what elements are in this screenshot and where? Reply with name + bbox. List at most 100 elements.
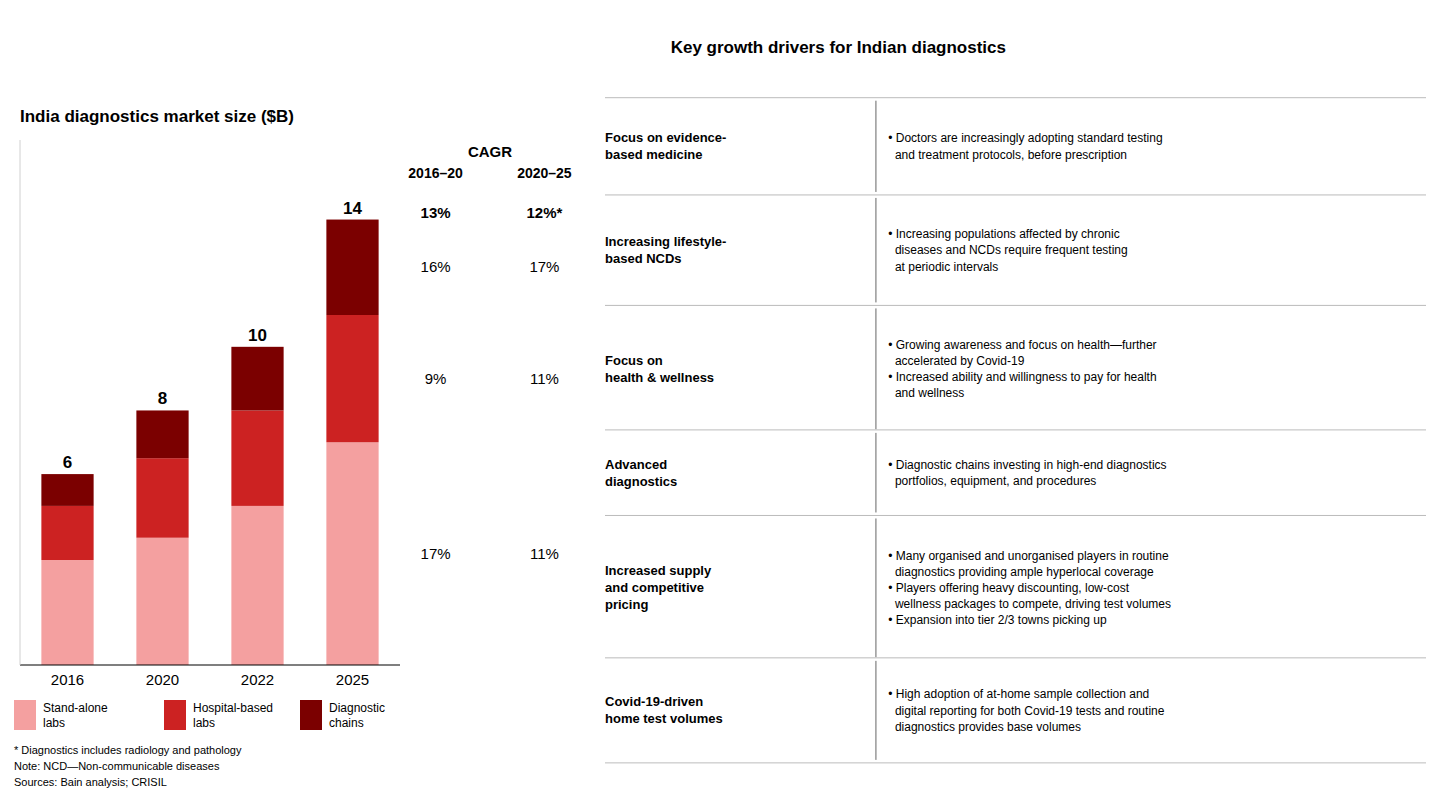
bar-segment (231, 506, 283, 665)
driver-bullet: • Growing awareness and focus on health—… (888, 338, 1156, 368)
legend-entry-line: Hospital-based (193, 701, 273, 715)
driver-bullet-line: diagnostics provides base volumes (888, 720, 1081, 734)
driver-title-line: Advanced (605, 457, 667, 472)
driver-bullet-line: digital reporting for both Covid-19 test… (888, 704, 1164, 718)
footnote-line: Note: NCD—Non-communicable diseases (14, 760, 220, 772)
legend-entry-line: Stand-alone (43, 701, 108, 715)
cagr-overall: 12%* (526, 204, 562, 221)
column-separator (875, 101, 876, 192)
panel-title: Key growth drivers for Indian diagnostic… (671, 38, 1006, 57)
column-separator (875, 198, 876, 302)
driver-title-line: based NCDs (605, 251, 682, 266)
total-label-line: 14 (343, 199, 362, 218)
column-separator (875, 433, 876, 513)
cagr-value: 16% (421, 258, 451, 275)
bar-segment (136, 410, 188, 458)
cagr-value: 11% (530, 370, 559, 387)
row-separator (605, 97, 1426, 98)
footnote-line: Sources: Bain analysis; CRISIL (14, 776, 167, 788)
bar-segment (136, 538, 188, 665)
driver-bullet: • Expansion into tier 2/3 towns picking … (888, 613, 1107, 627)
driver-bullet-line: • Doctors are increasingly adopting stan… (888, 131, 1162, 145)
bars (41, 220, 378, 665)
chart-title-line: India diagnostics market size ($B) (20, 107, 294, 126)
cagr-value: 17% (529, 258, 559, 275)
row-separator (605, 429, 1426, 430)
cagr-value-line: 16% (421, 258, 451, 275)
driver-title-line: Increased supply (605, 563, 712, 578)
bar-segment (326, 442, 378, 665)
cagr-value-line: 11% (530, 370, 559, 387)
driver-bullet-line: portfolios, equipment, and procedures (888, 474, 1096, 488)
driver-title: Covid-19-driven home test volumes (605, 694, 723, 726)
cagr-value: 17% (421, 545, 451, 562)
total-label-line: 10 (248, 326, 267, 345)
x-tick-label-line: 2025 (336, 671, 369, 688)
driver-title-line: based medicine (605, 147, 703, 162)
cagr-overall: 13% (421, 204, 451, 221)
driver-title-line: diagnostics (605, 474, 677, 489)
legend-entry: Stand-alonelabs (43, 701, 108, 730)
driver-title: Advanced diagnostics (605, 457, 677, 489)
row-separator (605, 194, 1426, 195)
cagr-value-line: 11% (530, 545, 559, 562)
footnote: * Diagnostics includes radiology and pat… (14, 744, 242, 756)
bar-segment (231, 410, 283, 505)
driver-bullet: • Doctors are increasingly adopting stan… (888, 131, 1162, 161)
x-tick-label: 2016 (51, 671, 84, 688)
driver-bullet-line: accelerated by Covid-19 (888, 354, 1024, 368)
total-label-line: 6 (63, 453, 72, 472)
legend-entry: Diagnosticchains (329, 701, 385, 730)
driver-bullet-line: • Expansion into tier 2/3 towns picking … (888, 613, 1107, 627)
driver-bullet-line: • Players offering heavy discounting, lo… (888, 581, 1129, 595)
chart-title: India diagnostics market size ($B) (20, 107, 294, 126)
driver-bullet: • Increasing populations affected by chr… (888, 227, 1127, 273)
driver-title-line: health & wellness (605, 370, 714, 385)
driver-title-line: pricing (605, 597, 648, 612)
total-label-line: 8 (158, 389, 167, 408)
bar-segment (41, 560, 93, 665)
x-tick-label: 2020 (146, 671, 179, 688)
cagr-value-line: 9% (425, 370, 447, 387)
cagr-column-label: 2016–20 (408, 165, 463, 181)
bar-segment (231, 347, 283, 411)
legend-entry-line: chains (329, 716, 364, 730)
driver-title-line: and competitive (605, 580, 704, 595)
cagr-value: 9% (425, 370, 447, 387)
legend-swatch (300, 700, 322, 730)
column-separator (875, 308, 876, 429)
cagr-header-line: CAGR (468, 143, 512, 160)
cagr-value: 11% (530, 545, 559, 562)
driver-title-line: Covid-19-driven (605, 694, 703, 709)
driver-title: Focus on evidence-based medicine (605, 130, 726, 162)
driver-title-line: Focus on (605, 353, 663, 368)
total-label: 6 (63, 453, 72, 472)
row-separator (605, 305, 1426, 306)
bar-segment (136, 458, 188, 538)
cagr-value-line: 17% (421, 545, 451, 562)
cagr-overall-line: 13% (421, 204, 451, 221)
driver-bullet-line: and treatment protocols, before prescrip… (888, 148, 1127, 162)
driver-bullet: • High adoption of at-home sample collec… (888, 687, 1164, 733)
driver-bullet-line: diseases and NCDs require frequent testi… (888, 243, 1127, 257)
driver-bullet-line: • Increasing populations affected by chr… (888, 227, 1119, 241)
x-tick-label: 2025 (336, 671, 369, 688)
footnote-line: * Diagnostics includes radiology and pat… (14, 744, 242, 756)
background (0, 0, 1440, 810)
footnote: Sources: Bain analysis; CRISIL (14, 776, 167, 788)
bar-segment (41, 506, 93, 560)
legend-swatch (164, 700, 186, 730)
x-tick-label-line: 2022 (241, 671, 274, 688)
driver-bullet-line: • Diagnostic chains investing in high-en… (888, 458, 1166, 472)
driver-bullet: • Many organised and unorganised players… (888, 549, 1169, 579)
y-range-line (20, 140, 21, 665)
driver-title-line: home test volumes (605, 711, 723, 726)
bar-segment (326, 220, 378, 315)
total-label: 14 (343, 199, 362, 218)
driver-bullet: • Players offering heavy discounting, lo… (888, 581, 1171, 611)
cagr-column-label-line: 2020–25 (517, 165, 572, 181)
x-tick-label: 2022 (241, 671, 274, 688)
driver-bullet: • Increased ability and willingness to p… (888, 370, 1156, 400)
x-axis-line (20, 664, 400, 665)
x-tick-label-line: 2020 (146, 671, 179, 688)
